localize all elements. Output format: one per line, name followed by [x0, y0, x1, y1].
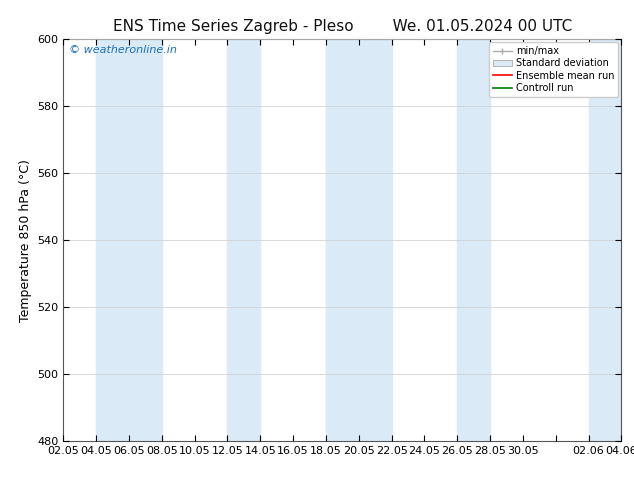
Bar	[228, 39, 261, 441]
Bar	[588, 39, 634, 441]
Bar	[326, 39, 392, 441]
Title: ENS Time Series Zagreb - Pleso        We. 01.05.2024 00 UTC: ENS Time Series Zagreb - Pleso We. 01.05…	[113, 19, 572, 34]
Bar	[457, 39, 490, 441]
Legend: min/max, Standard deviation, Ensemble mean run, Controll run: min/max, Standard deviation, Ensemble me…	[489, 42, 618, 97]
Y-axis label: Temperature 850 hPa (°C): Temperature 850 hPa (°C)	[19, 159, 32, 321]
Text: © weatheronline.in: © weatheronline.in	[69, 45, 177, 55]
Bar	[96, 39, 162, 441]
